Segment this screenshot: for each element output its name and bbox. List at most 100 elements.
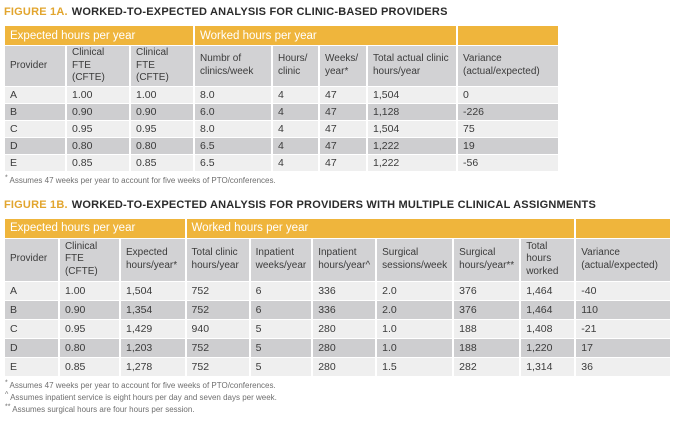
data-cell: 940 (186, 319, 249, 338)
provider-cell: B (5, 300, 58, 319)
data-cell: 1,314 (521, 357, 575, 376)
column-header: Weeks/ year* (320, 46, 366, 86)
data-cell: 8.0 (195, 120, 271, 137)
column-header: Inpatient hours/year^ (313, 238, 376, 281)
data-cell: 1.00 (131, 86, 193, 103)
data-cell: 1,203 (120, 338, 185, 357)
band-header (458, 26, 558, 45)
band-row: Expected hours per year Worked hours per … (5, 26, 558, 45)
data-cell: 0.90 (59, 300, 119, 319)
data-cell: 280 (313, 357, 376, 376)
data-cell: -21 (576, 319, 670, 338)
data-cell: 1,504 (120, 281, 185, 300)
data-cell: 0 (458, 86, 558, 103)
figure-1b-label: FIGURE 1B. (4, 198, 68, 211)
column-header: Numbr of clinics/week (195, 46, 271, 86)
band-header: Worked hours per year (195, 26, 456, 45)
column-header: Surgical hours/year** (454, 238, 520, 281)
column-header: Inpatient weeks/year (250, 238, 312, 281)
footnote-marker: ** (5, 402, 11, 410)
data-cell: 2.0 (377, 281, 453, 300)
table-body: A 1.00 1.00 8.0 4 47 1,504 0 B 0.90 0.90 6.0 4 47 1,12… (5, 86, 558, 171)
column-header: Provider (5, 238, 58, 281)
data-cell: 5 (250, 319, 312, 338)
header-row: Provider Clinical FTE (CFTE) Expected hour… (5, 238, 670, 281)
table-row: C 0.95 1,429 940 5 280 1.0 188 1,408 -21 (5, 319, 670, 338)
data-cell: 280 (313, 338, 376, 357)
data-cell: 36 (576, 357, 670, 376)
data-cell: 0.80 (67, 137, 129, 154)
data-cell: 1.0 (377, 338, 453, 357)
data-cell: 1.00 (59, 281, 119, 300)
data-cell: 752 (186, 338, 249, 357)
data-cell: 336 (313, 300, 376, 319)
data-cell: 0.85 (67, 154, 129, 171)
figure-1a-table: Expected hours per year Worked hours per … (3, 25, 560, 172)
data-cell: 1,220 (521, 338, 575, 357)
data-cell: 5 (250, 357, 312, 376)
data-cell: 6 (250, 300, 312, 319)
column-header: Total hours worked (521, 238, 575, 281)
data-cell: 752 (186, 300, 249, 319)
column-header: Clinical FTE (CFTE) (59, 238, 119, 281)
column-header: Hours/ clinic (273, 46, 318, 86)
data-cell: 0.85 (131, 154, 193, 171)
data-cell: 0.95 (59, 319, 119, 338)
column-header: Clinical FTE (CFTE) (131, 46, 193, 86)
data-cell: 0.80 (131, 137, 193, 154)
data-cell: 47 (320, 137, 366, 154)
data-cell: 1.0 (377, 319, 453, 338)
provider-cell: A (5, 86, 65, 103)
band-header: Expected hours per year (5, 218, 185, 238)
band-header (576, 218, 670, 238)
data-cell: 280 (313, 319, 376, 338)
band-header: Expected hours per year (5, 26, 193, 45)
table-row: D 0.80 0.80 6.5 4 47 1,222 19 (5, 137, 558, 154)
data-cell: 6.0 (195, 103, 271, 120)
band-header: Worked hours per year (186, 218, 575, 238)
footnote-marker: ^ (5, 390, 9, 398)
column-header: Variance (actual/expected) (576, 238, 670, 281)
table-row: E 0.85 1,278 752 5 280 1.5 282 1,314 36 (5, 357, 670, 376)
data-cell: -226 (458, 103, 558, 120)
footnote-marker: * (5, 173, 8, 181)
figure-1a-title: FIGURE 1A. WORKED-TO-EXPECTED ANALYSIS FO… (4, 6, 672, 18)
data-cell: 1.00 (67, 86, 129, 103)
provider-cell: C (5, 120, 65, 137)
data-cell: 752 (186, 357, 249, 376)
figure-1b-title: FIGURE 1B. WORKED-TO-EXPECTED ANALYSIS FO… (4, 199, 672, 211)
column-header: Provider (5, 46, 65, 86)
data-cell: 1,128 (368, 103, 456, 120)
data-cell: 752 (186, 281, 249, 300)
table-row: E 0.85 0.85 6.5 4 47 1,222 -56 (5, 154, 558, 171)
data-cell: 282 (454, 357, 520, 376)
table-row: B 0.90 0.90 6.0 4 47 1,128 -226 (5, 103, 558, 120)
table-row: C 0.95 0.95 8.0 4 47 1,504 75 (5, 120, 558, 137)
data-cell: 4 (273, 154, 318, 171)
figure-1b-heading: WORKED-TO-EXPECTED ANALYSIS FOR PROVIDER… (71, 198, 597, 211)
data-cell: 2.0 (377, 300, 453, 319)
data-cell: 17 (576, 338, 670, 357)
data-cell: 47 (320, 154, 366, 171)
data-cell: 1,504 (368, 86, 456, 103)
data-cell: 110 (576, 300, 670, 319)
data-cell: 0.95 (131, 120, 193, 137)
data-cell: 188 (454, 319, 520, 338)
column-header: Surgical sessions/week (377, 238, 453, 281)
header-row: Provider Clinical FTE (CFTE) Clinical FTE … (5, 46, 558, 86)
data-cell: 8.0 (195, 86, 271, 103)
data-cell: 5 (250, 338, 312, 357)
footnote: ^ Assumes inpatient service is eight hou… (5, 390, 277, 402)
data-cell: -56 (458, 154, 558, 171)
figure-1b: FIGURE 1B. WORKED-TO-EXPECTED ANALYSIS FO… (3, 199, 672, 415)
data-cell: 6.5 (195, 137, 271, 154)
table-body: A 1.00 1,504 752 6 336 2.0 376 1,464 -40 B 0.90 1,35… (5, 281, 670, 376)
data-cell: 0.90 (131, 103, 193, 120)
data-cell: 1,464 (521, 300, 575, 319)
band-row: Expected hours per year Worked hours per … (5, 218, 670, 238)
provider-cell: E (5, 357, 58, 376)
data-cell: 336 (313, 281, 376, 300)
column-header: Total clinic hours/year (186, 238, 249, 281)
data-cell: 19 (458, 137, 558, 154)
data-cell: 4 (273, 103, 318, 120)
